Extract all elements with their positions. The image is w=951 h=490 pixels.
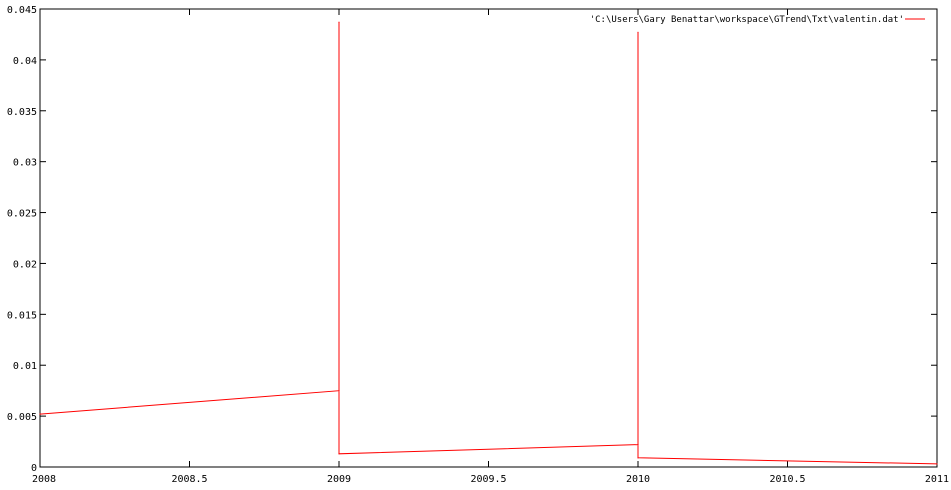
y-tick-label: 0.01 [13,361,37,372]
x-tick-label: 2010 [626,474,650,485]
x-tick-label: 2009 [327,474,351,485]
y-tick-label: 0 [31,463,37,474]
data-point [637,31,639,34]
y-tick-label: 0.045 [7,5,37,16]
legend: 'C:\Users\Gary Benattar\workspace\GTrend… [590,15,925,25]
y-tick-label: 0.04 [13,56,37,67]
x-tick-label: 2010.5 [769,474,805,485]
data-point [338,21,340,23]
axes: 2008 2008.5 2009 2009.5 2010 2010.5 2011 0 0.005… [7,5,949,485]
legend-entry-label: 'C:\Users\Gary Benattar\workspace\GTrend… [590,15,904,25]
y-tick-label: 0.025 [7,209,37,220]
x-tick-label: 2009.5 [470,474,506,485]
data-point [936,463,938,465]
series-layer [39,21,938,465]
data-point [637,444,639,446]
x-tick-label: 2011 [925,474,949,485]
data-point [637,457,639,459]
y-tick-label: 0.03 [13,158,37,169]
x-tick-label: 2008 [32,474,56,485]
x-tick-label: 2008.5 [171,474,207,485]
data-point [39,413,41,415]
series-line [39,22,938,465]
y-tick-label: 0.035 [7,107,37,118]
y-tick-label: 0.015 [7,310,37,321]
y-tick-label: 0.005 [7,412,37,423]
y-tick-label: 0.02 [13,259,37,270]
plot-frame [39,8,938,468]
data-point [338,390,340,392]
data-point [338,453,340,455]
